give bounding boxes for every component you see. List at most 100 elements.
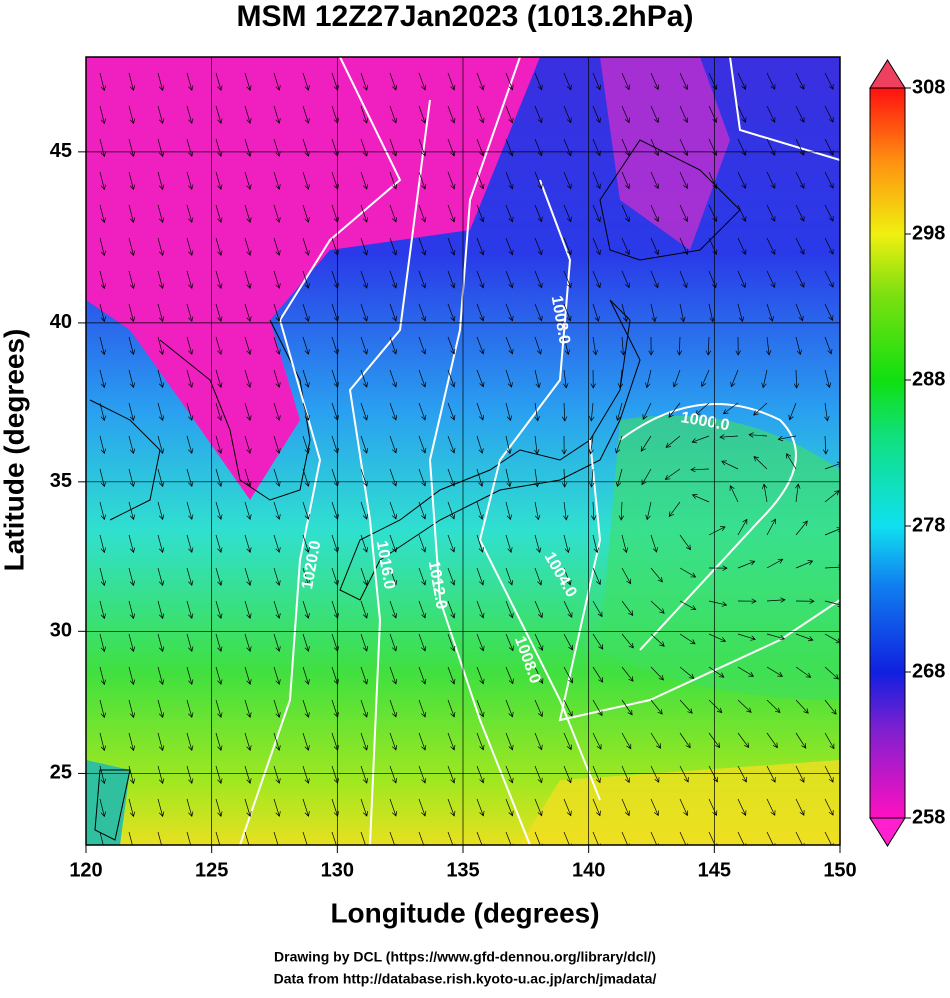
wind-arrow bbox=[761, 369, 768, 389]
wind-arrow bbox=[679, 633, 696, 645]
wind-arrow bbox=[672, 369, 681, 388]
title: MSM 12Z27Jan2023 (1013.2hPa) bbox=[237, 0, 694, 33]
wind-arrow bbox=[476, 831, 485, 845]
wind-arrow bbox=[215, 105, 223, 124]
wind-arrow bbox=[505, 138, 514, 157]
wind-arrow bbox=[621, 765, 630, 784]
wind-arrow bbox=[534, 732, 543, 751]
wind-arrow bbox=[447, 369, 456, 388]
wind-arrow bbox=[534, 270, 543, 289]
wind-arrow bbox=[302, 105, 310, 124]
wind-arrow bbox=[766, 666, 784, 677]
wind-arrow bbox=[157, 534, 165, 554]
wind-arrow bbox=[737, 666, 755, 677]
wind-arrow bbox=[621, 237, 630, 256]
wind-arrow bbox=[244, 105, 252, 124]
wind-arrow bbox=[273, 831, 281, 845]
wind-arrow bbox=[505, 534, 513, 553]
wind-arrow bbox=[418, 798, 427, 817]
wind-arrow bbox=[505, 633, 514, 652]
wind-arrow bbox=[795, 270, 805, 288]
wind-arrow bbox=[534, 303, 543, 322]
wind-arrow bbox=[621, 534, 629, 554]
wind-arrow bbox=[273, 633, 281, 652]
wind-arrow bbox=[590, 369, 596, 389]
wind-arrow bbox=[128, 468, 136, 488]
wind-arrow bbox=[665, 435, 681, 448]
wind-arrow bbox=[389, 138, 398, 157]
wind-arrow bbox=[273, 765, 281, 784]
colorbar-tick-label: 298 bbox=[912, 222, 945, 244]
wind-arrow bbox=[505, 270, 514, 289]
wind-arrow bbox=[621, 600, 634, 617]
wind-arrow bbox=[534, 402, 540, 422]
wind-arrow bbox=[244, 336, 252, 355]
wind-arrow bbox=[766, 204, 776, 222]
wind-arrow bbox=[447, 600, 456, 619]
wind-arrow bbox=[273, 567, 281, 586]
y-axis-label: Latitude (degrees) bbox=[0, 329, 29, 572]
wind-arrow bbox=[563, 138, 572, 157]
wind-arrow bbox=[302, 831, 310, 845]
wind-arrow bbox=[795, 560, 814, 569]
wind-arrow bbox=[389, 72, 398, 91]
wind-arrow bbox=[418, 666, 427, 685]
y-tick-label: 25 bbox=[50, 762, 72, 784]
wind-arrow bbox=[505, 765, 514, 784]
wind-arrow bbox=[128, 138, 136, 158]
wind-arrow bbox=[128, 105, 136, 125]
wind-arrow bbox=[302, 666, 310, 685]
wind-arrow bbox=[679, 303, 686, 323]
wind-arrow bbox=[302, 369, 310, 388]
wind-arrow bbox=[476, 501, 484, 520]
wind-arrow bbox=[505, 171, 514, 190]
wind-arrow bbox=[766, 798, 776, 816]
wind-arrow bbox=[273, 534, 281, 553]
wind-arrow bbox=[824, 369, 832, 389]
wind-arrow bbox=[534, 501, 541, 521]
wind-arrow bbox=[824, 402, 830, 422]
wind-arrow bbox=[302, 567, 310, 586]
wind-arrow bbox=[505, 369, 513, 388]
wind-arrow bbox=[273, 732, 281, 751]
wind-arrow bbox=[418, 435, 427, 454]
wind-arrow bbox=[99, 534, 106, 554]
wind-arrow bbox=[186, 501, 194, 521]
wind-arrow bbox=[273, 600, 281, 619]
wind-arrow bbox=[244, 303, 252, 322]
wind-arrow bbox=[99, 105, 106, 125]
wind-arrow bbox=[505, 831, 514, 845]
wind-arrow bbox=[389, 468, 398, 487]
wind-arrow bbox=[729, 485, 739, 503]
wind-arrow bbox=[215, 204, 223, 223]
wind-arrow bbox=[534, 798, 543, 817]
wind-arrow bbox=[708, 526, 726, 536]
wind-arrow bbox=[157, 600, 165, 620]
wind-arrow bbox=[795, 666, 812, 678]
wind-arrow bbox=[244, 765, 252, 784]
wind-arrow bbox=[186, 567, 194, 587]
wind-arrow bbox=[360, 600, 368, 619]
wind-arrow bbox=[215, 501, 223, 520]
wind-arrow bbox=[621, 567, 632, 585]
wind-arrow bbox=[244, 633, 252, 652]
wind-arrow bbox=[795, 204, 805, 222]
wind-arrow bbox=[302, 402, 310, 421]
wind-arrow bbox=[737, 518, 748, 536]
wind-arrow bbox=[476, 633, 485, 652]
wind-arrow bbox=[360, 237, 368, 256]
wind-arrow bbox=[476, 171, 485, 190]
wind-arrow bbox=[447, 72, 456, 91]
wind-arrow bbox=[505, 72, 514, 91]
wind-arrow bbox=[273, 237, 281, 256]
wind-arrow bbox=[766, 732, 778, 749]
wind-arrow bbox=[795, 699, 809, 714]
wind-arrow bbox=[447, 237, 456, 256]
cold-region bbox=[600, 57, 730, 250]
wind-arrow bbox=[708, 303, 715, 323]
wind-arrow bbox=[215, 369, 223, 388]
wind-arrow bbox=[753, 402, 768, 416]
wind-arrow bbox=[244, 171, 252, 190]
wind-arrow bbox=[273, 336, 281, 355]
wind-arrow bbox=[244, 666, 252, 685]
